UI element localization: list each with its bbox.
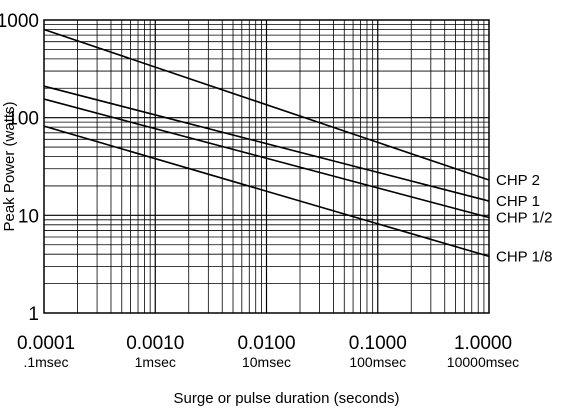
x-tick-label: 0.0001 (17, 333, 75, 354)
plot-frame (43, 19, 490, 314)
x-tick-sublabel: 1msec (135, 354, 176, 370)
x-tick-sublabel: 10000msec (447, 354, 519, 370)
x-tick-label: 0.1000 (349, 333, 407, 354)
x-tick-sublabel: 10msec (242, 354, 291, 370)
series-lines (43, 28, 490, 258)
x-tick-label: 1.0000 (454, 333, 512, 354)
y-tick-label: 10 (18, 206, 39, 227)
series-line (43, 28, 490, 181)
y-tick-label: 1 (28, 304, 39, 325)
series-label: CHP 2 (496, 172, 540, 189)
series-label: CHP 1 (496, 193, 540, 210)
x-tick-label: 0.0010 (126, 333, 184, 354)
series-label: CHP 1/8 (496, 248, 552, 265)
series-line (43, 98, 490, 219)
x-tick-label: 0.0100 (237, 333, 295, 354)
series-label: CHP 1/2 (496, 210, 552, 227)
series-line (43, 125, 490, 258)
grid (44, 20, 489, 313)
y-tick-label: 100 (7, 109, 39, 130)
series-line (43, 85, 490, 202)
y-axis-label: Peak Power (watts) (1, 101, 18, 231)
x-tick-sublabel: .1msec (23, 354, 68, 370)
y-tick-label: 1000 (0, 11, 39, 32)
y-tick-labels: 1 10 100 1000 (0, 11, 39, 325)
x-axis-label: Surge or pulse duration (seconds) (174, 390, 400, 407)
x-tick-sublabel: 100msec (349, 354, 406, 370)
